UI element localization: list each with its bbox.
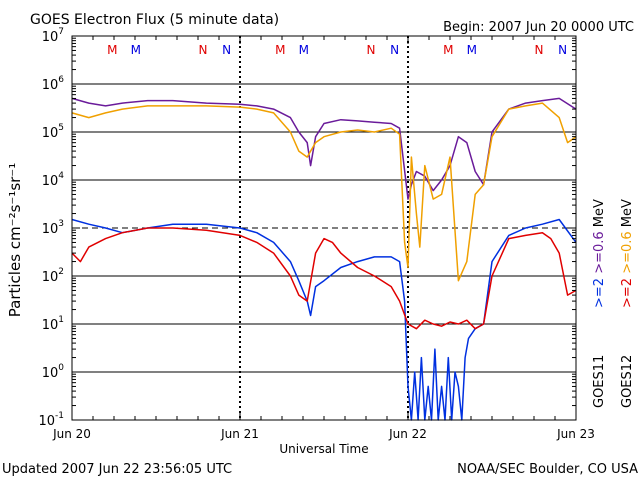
legend-goes11-06mev: >=0.6 <box>592 231 607 273</box>
series-line-3 <box>71 227 577 330</box>
mn-marker: M <box>467 43 477 57</box>
x-tick-label: Jun 20 <box>52 427 91 441</box>
chart-title: GOES Electron Flux (5 minute data) <box>30 12 279 28</box>
y-tick-label: 10-1 <box>38 411 64 429</box>
mn-marker: N <box>199 43 208 57</box>
mn-marker: M <box>275 43 285 57</box>
y-tick-label: 106 <box>42 75 65 93</box>
x-tick-label: Jun 23 <box>556 427 595 441</box>
mn-marker: N <box>390 43 399 57</box>
mn-marker: M <box>107 43 117 57</box>
legend-line-goes12: >=2 >=0.6 MeV <box>620 199 635 308</box>
mn-marker: M <box>443 43 453 57</box>
y-tick-label: 105 <box>42 123 64 141</box>
mn-marker: N <box>558 43 567 57</box>
legend-goes11-unit: MeV <box>592 199 607 227</box>
satellite-label-goes12: GOES12 <box>620 355 635 408</box>
mn-marker: N <box>367 43 376 57</box>
legend-goes11-2mev: >=2 <box>592 278 607 308</box>
series-layer <box>71 97 577 421</box>
mn-marker: M <box>131 43 141 57</box>
mn-marker: M <box>299 43 309 57</box>
legend-goes12-06mev: >=0.6 <box>620 231 635 273</box>
mn-marker: N <box>535 43 544 57</box>
y-tick-label: 104 <box>42 171 65 189</box>
legend-goes12-unit: MeV <box>620 199 635 227</box>
series-line-1 <box>71 102 577 282</box>
y-axis-ticks: 10-1 100 101 102 103 104 105 106 107 <box>38 27 576 429</box>
x-axis-label: Universal Time <box>279 442 368 456</box>
mn-marker: N <box>222 43 231 57</box>
begin-label: Begin: 2007 Jun 20 0000 UTC <box>443 20 634 35</box>
legend-goes12-2mev: >=2 <box>620 278 635 308</box>
credit-label: NOAA/SEC Boulder, CO USA <box>457 462 638 477</box>
x-tick-label: Jun 21 <box>220 427 259 441</box>
y-tick-label: 102 <box>42 267 64 285</box>
y-tick-label: 100 <box>42 363 65 381</box>
legend: >=2 >=0.6 MeV >=2 >=0.6 MeV GOES11 GOES1… <box>592 199 635 408</box>
y-tick-label: 107 <box>42 27 64 45</box>
y-axis-label: Particles cm⁻²s⁻¹sr⁻¹ <box>6 163 24 317</box>
legend-line-goes11: >=2 >=0.6 MeV <box>592 199 607 308</box>
x-axis-ticks: Jun 20 Jun 21 Jun 22 Jun 23 <box>52 36 595 441</box>
satellite-label-goes11: GOES11 <box>592 355 607 408</box>
series-line-0 <box>71 97 577 200</box>
y-tick-label: 101 <box>42 315 64 333</box>
series-line-2 <box>71 218 577 421</box>
updated-timestamp: Updated 2007 Jun 22 23:56:05 UTC <box>2 462 232 477</box>
x-tick-label: Jun 22 <box>388 427 427 441</box>
y-tick-label: 103 <box>42 219 64 237</box>
